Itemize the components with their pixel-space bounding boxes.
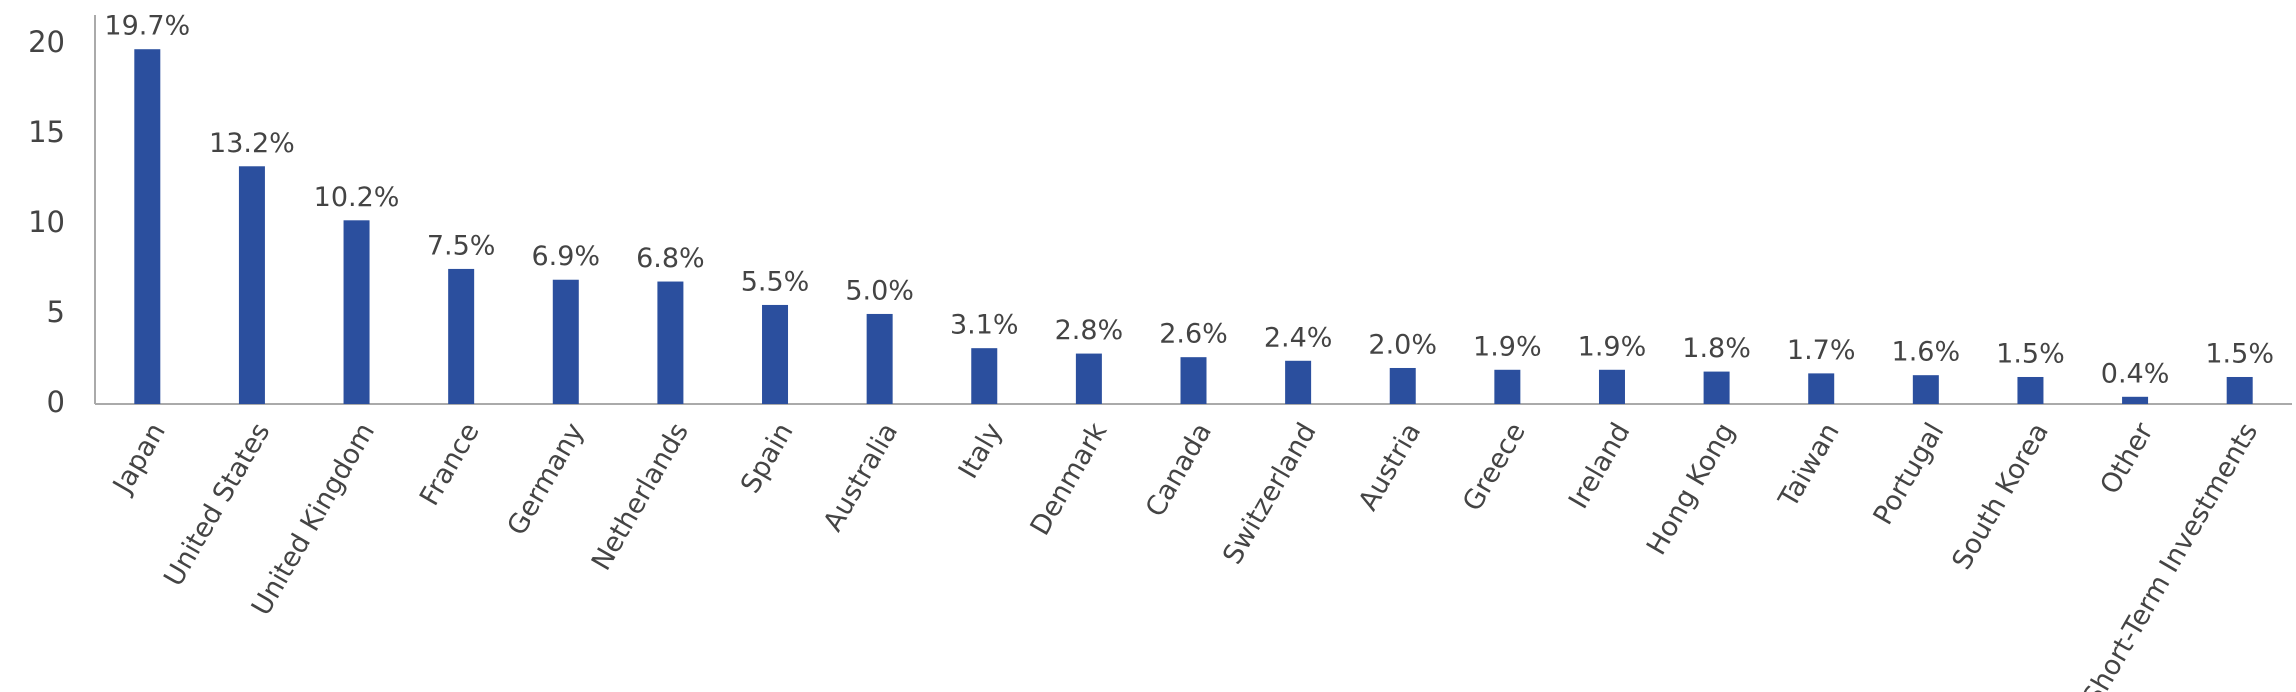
x-tick-label: Netherlands: [586, 418, 695, 576]
x-tick-label: Other: [2094, 417, 2160, 500]
bar: [2226, 376, 2253, 404]
y-tick-label: 15: [28, 115, 65, 149]
x-tick-label: South Korea: [1946, 418, 2055, 575]
value-label: 10.2%: [314, 182, 400, 213]
bar: [2017, 376, 2044, 404]
bar: [134, 49, 161, 405]
value-label: 0.4%: [2101, 358, 2170, 389]
bar: [1703, 371, 1730, 404]
x-tick-label: Ireland: [1563, 418, 1637, 514]
value-label: 2.6%: [1159, 319, 1228, 350]
value-label: 1.9%: [1578, 331, 1647, 362]
x-tick-label: Italy: [953, 418, 1009, 484]
value-label: 6.8%: [636, 243, 705, 274]
value-label: 2.4%: [1264, 322, 1333, 353]
x-tick-label: Japan: [106, 418, 172, 500]
value-label: 13.2%: [209, 128, 295, 159]
bar: [238, 166, 265, 404]
bar: [1389, 367, 1416, 404]
x-tick-label: Canada: [1140, 418, 1218, 522]
x-tick-label: Switzerland: [1217, 418, 1323, 570]
bar: [657, 281, 684, 404]
y-tick-label: 10: [28, 205, 65, 239]
bar: [1285, 360, 1312, 404]
x-tick-label: Portugal: [1868, 418, 1951, 530]
bar: [343, 220, 370, 404]
value-label: 19.7%: [104, 11, 190, 42]
value-label: 1.9%: [1473, 331, 1542, 362]
x-tick-label: Taiwan: [1773, 418, 1846, 514]
value-label: 1.5%: [2205, 338, 2274, 369]
bar: [1075, 353, 1102, 404]
bar: [1808, 373, 1835, 404]
bar: [1494, 369, 1521, 404]
x-tick-label: Hong Kong: [1641, 418, 1741, 561]
x-tick-label: Short-Term Investments: [2077, 418, 2264, 692]
value-label: 1.8%: [1682, 333, 1751, 364]
bar: [1180, 357, 1207, 404]
x-tick-label: Denmark: [1025, 417, 1114, 540]
y-tick-label: 5: [47, 295, 65, 329]
value-label: 6.9%: [531, 241, 600, 272]
value-label: 5.0%: [845, 275, 914, 306]
value-label: 3.1%: [950, 310, 1019, 341]
bar: [448, 268, 475, 404]
value-label: 1.7%: [1787, 335, 1856, 366]
value-label: 1.6%: [1892, 337, 1961, 368]
value-label: 5.5%: [741, 266, 810, 297]
bar: [971, 348, 998, 404]
x-tick-label: Australia: [818, 418, 905, 537]
bar: [2122, 396, 2149, 404]
x-tick-label: France: [414, 418, 486, 511]
bar: [1598, 369, 1625, 404]
value-label: 1.5%: [1996, 338, 2065, 369]
value-label: 7.5%: [427, 230, 496, 261]
bar: [762, 304, 789, 404]
bar: [1912, 375, 1939, 404]
x-tick-label: Germany: [501, 418, 590, 541]
y-tick-label: 20: [28, 25, 65, 59]
bar: [552, 279, 579, 404]
value-label: 2.8%: [1055, 315, 1124, 346]
x-tick-label: Greece: [1457, 418, 1532, 517]
x-tick-label: United States: [158, 418, 276, 592]
value-label: 2.0%: [1368, 329, 1437, 360]
bar: [866, 313, 893, 404]
y-tick-label: 0: [47, 385, 65, 419]
x-tick-label: Austria: [1353, 418, 1428, 516]
x-tick-label: Spain: [735, 418, 800, 499]
